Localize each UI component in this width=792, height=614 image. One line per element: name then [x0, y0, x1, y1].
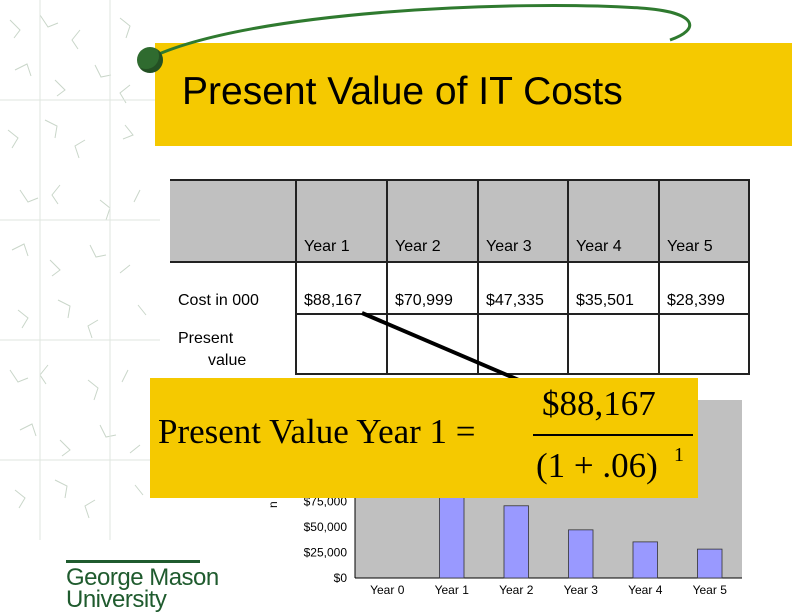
- logo-rule: [66, 560, 200, 563]
- y-tick-label: $75,000: [304, 495, 348, 509]
- title-banner: [155, 43, 792, 146]
- fraction-bar: [533, 434, 693, 436]
- cost-year-2: $70,999: [395, 292, 453, 309]
- logo-line-1: George Mason: [66, 564, 219, 591]
- background-pattern: [0, 0, 160, 540]
- formula-exponent: 1: [674, 444, 684, 466]
- x-tick-label: Year 5: [693, 583, 728, 597]
- bar-year-4: [632, 541, 658, 579]
- bar-year-2: [503, 505, 529, 579]
- green-orb-icon: [137, 47, 163, 73]
- row-label-present-value-line1: Present: [178, 330, 234, 347]
- cost-table: Year 1 Year 2 Year 3 Year 4 Year 5 Cost …: [170, 179, 750, 375]
- x-tick-label: Year 4: [628, 583, 663, 597]
- cost-year-3: $47,335: [486, 292, 544, 309]
- column-header-year-3: Year 3: [486, 238, 532, 255]
- column-header-year-5: Year 5: [667, 238, 713, 255]
- column-header-year-4: Year 4: [576, 238, 622, 255]
- logo-line-2: University: [66, 586, 167, 613]
- bar-year-1: [439, 487, 465, 579]
- x-tick-label: Year 3: [564, 583, 599, 597]
- formula-denominator: (1 + .06): [536, 446, 658, 485]
- decorative-swoop: [149, 4, 691, 60]
- cost-year-1: $88,167: [304, 292, 362, 309]
- cost-year-5: $28,399: [667, 292, 725, 309]
- y-tick-label: $0: [334, 571, 348, 585]
- bar-year-5: [697, 548, 723, 579]
- column-header-year-1: Year 1: [304, 238, 350, 255]
- x-tick-label: Year 0: [370, 583, 405, 597]
- bar-year-3: [568, 529, 594, 579]
- y-tick-label: $50,000: [304, 520, 348, 534]
- row-label-present-value-line2: value: [208, 352, 247, 369]
- formula-numerator: $88,167: [542, 384, 656, 423]
- column-header-year-2: Year 2: [395, 238, 441, 255]
- y-axis-partial-label: n: [266, 501, 280, 508]
- table-header-band: [170, 179, 750, 263]
- x-tick-label: Year 2: [499, 583, 534, 597]
- x-tick-label: Year 1: [435, 583, 470, 597]
- row-label-cost: Cost in 000: [178, 292, 259, 309]
- y-tick-label: $25,000: [304, 546, 348, 560]
- formula-box: Present Value Year 1 = $88,167 (1 + .06)…: [150, 378, 698, 498]
- cost-year-4: $35,501: [576, 292, 634, 309]
- formula-label: Present Value Year 1 =: [158, 412, 476, 451]
- page-title: Present Value of IT Costs: [182, 70, 623, 113]
